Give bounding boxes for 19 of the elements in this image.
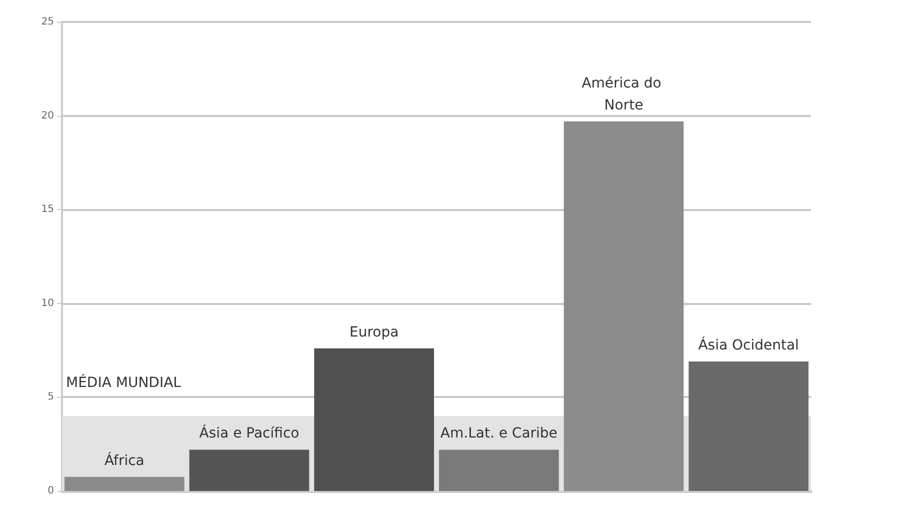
bar	[189, 450, 310, 491]
x-tick-label: Europa	[349, 324, 399, 340]
x-tick-label: Am.Lat. e Caribe	[440, 426, 558, 442]
y-tick-label: 5	[48, 392, 54, 403]
x-tick-label: África	[104, 452, 144, 469]
y-tick-label: 15	[41, 204, 54, 216]
y-tick-label: 25	[41, 16, 54, 28]
band-label: MÉDIA MUNDIAL	[66, 374, 182, 391]
x-tick-label: América do Norte	[582, 75, 666, 114]
bar	[564, 121, 684, 491]
bar	[314, 348, 434, 491]
x-tick-label: Ásia Ocidental	[698, 336, 799, 354]
y-tick-label: 10	[41, 298, 54, 309]
bar	[64, 476, 184, 491]
bar	[688, 362, 809, 491]
x-tick-label: Ásia e Pacífico	[199, 424, 300, 442]
y-tick-label: 20	[41, 110, 54, 122]
y-tick-label: 0	[48, 486, 54, 496]
bar	[438, 450, 559, 491]
